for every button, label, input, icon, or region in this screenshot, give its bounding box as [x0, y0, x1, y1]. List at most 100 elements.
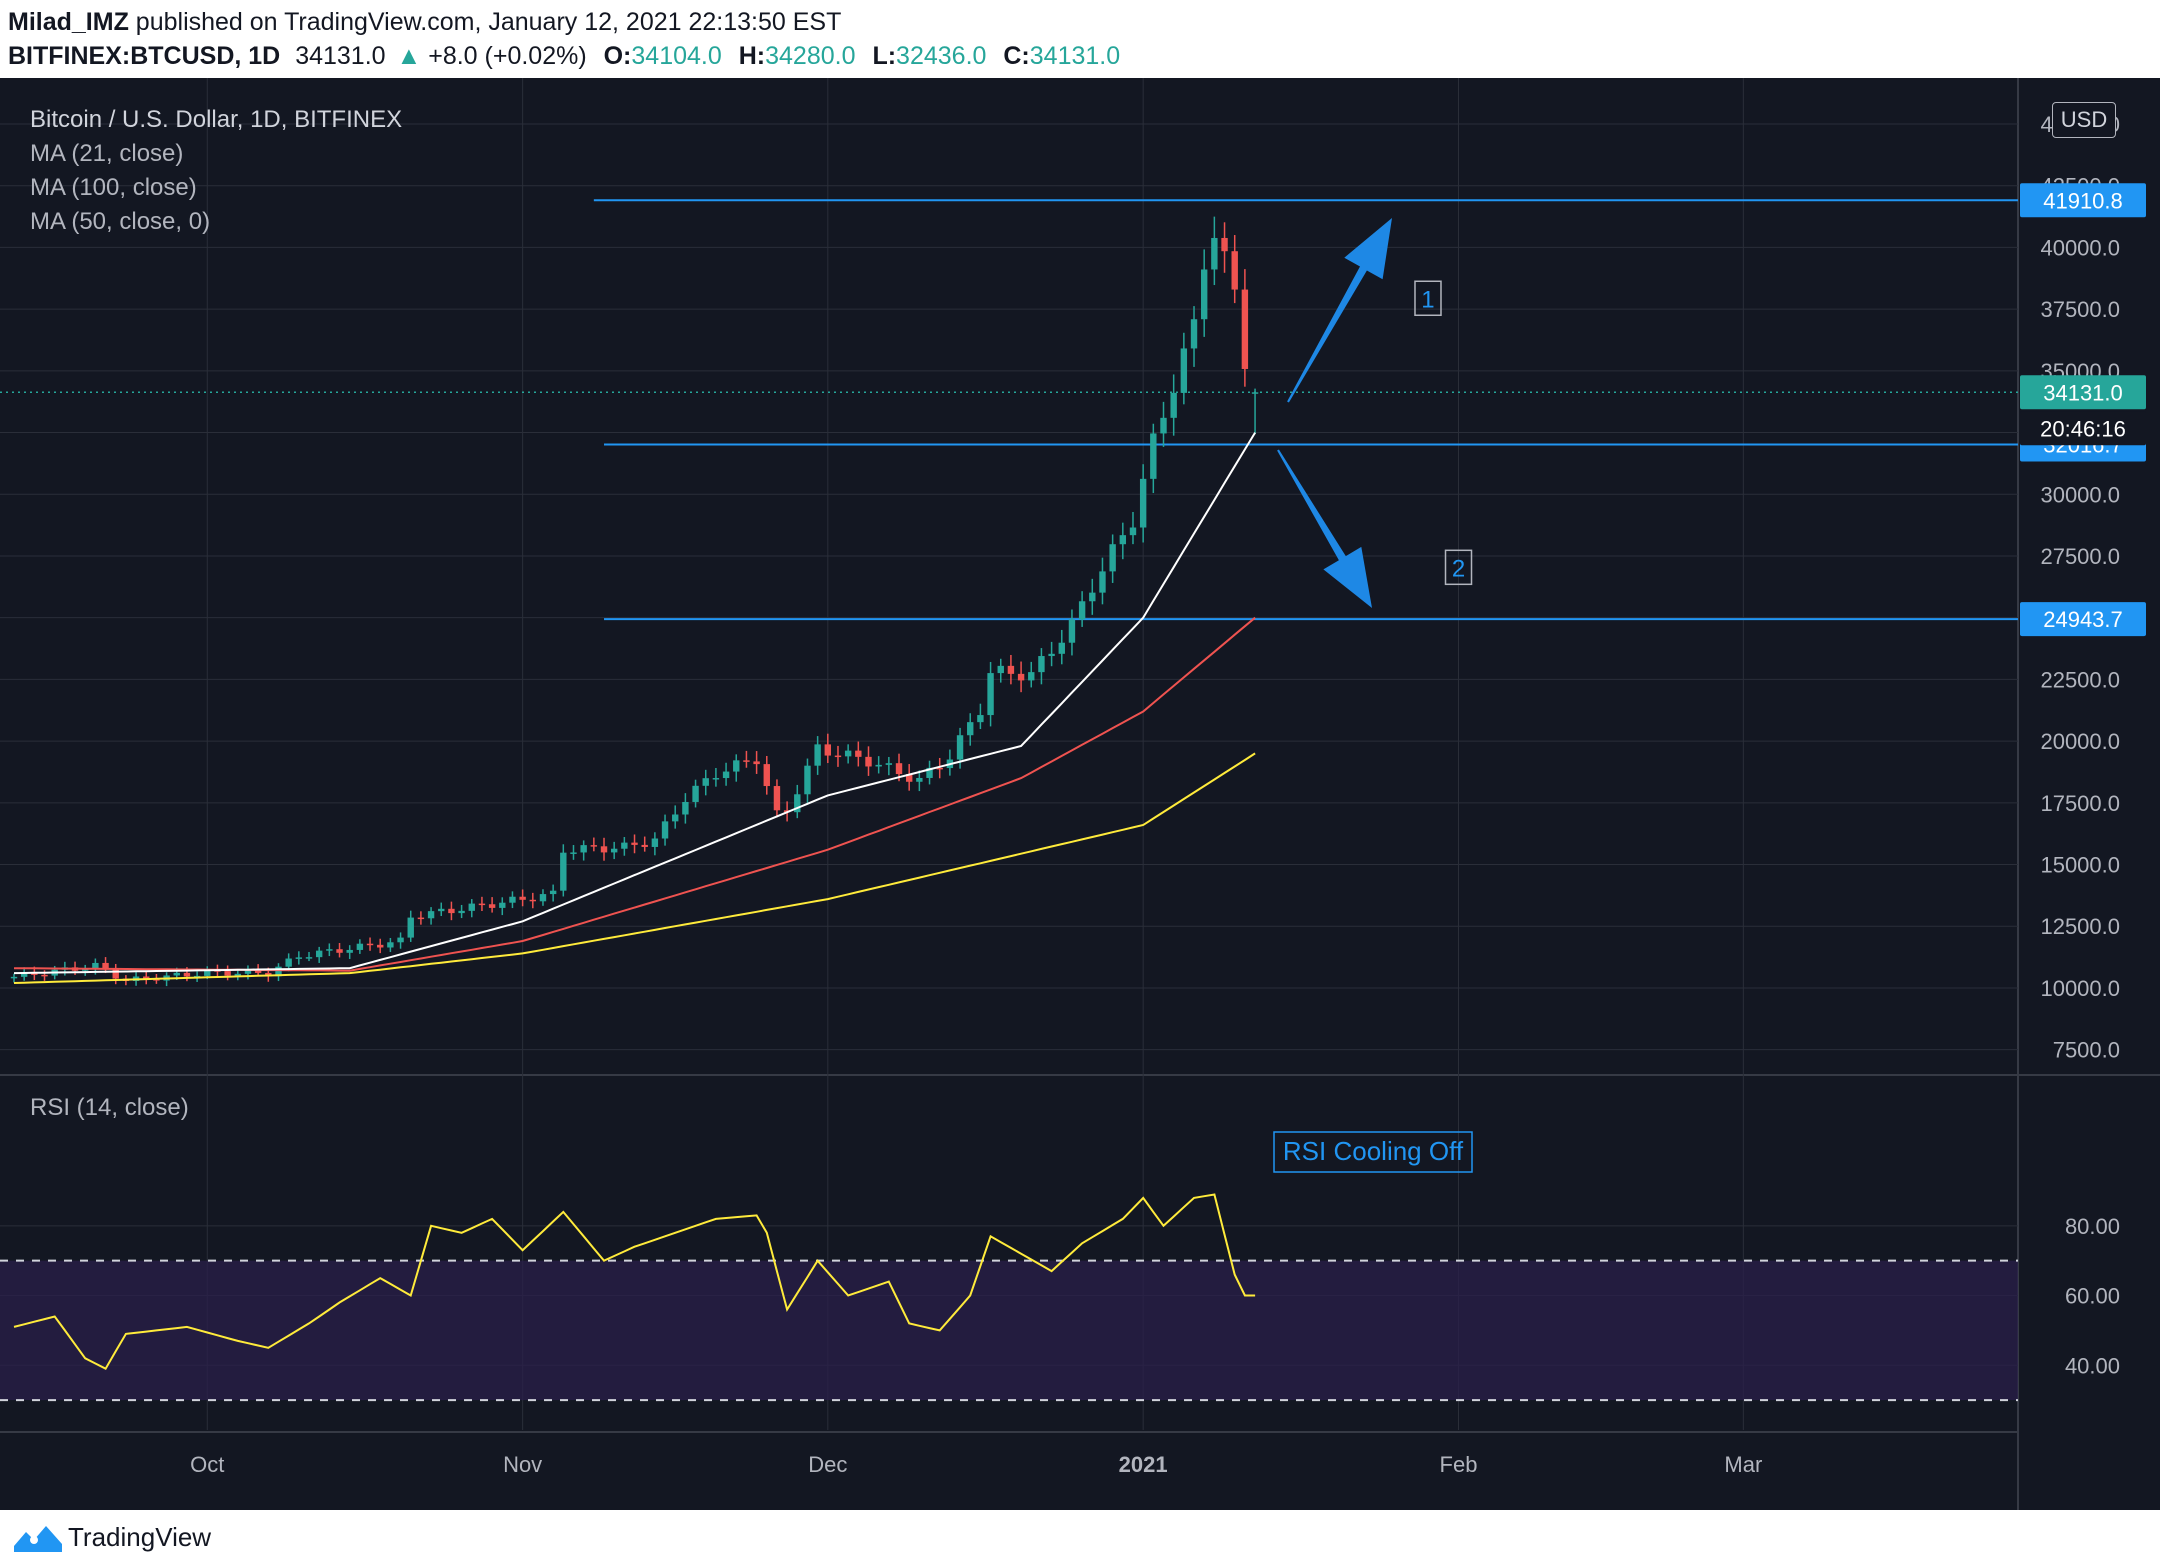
open-value: 34104.0 [631, 42, 722, 70]
candle-body [702, 778, 709, 786]
level-price-tag-text: 41910.8 [2043, 188, 2123, 213]
candle-body [1058, 642, 1065, 654]
candle-body [254, 969, 262, 973]
chart-panel[interactable]: Oct Nov Dec 2021 Feb Mar 7500.0 10000.0 12500.0 1… [0, 78, 2160, 1510]
x-tick-label: Mar [1724, 1452, 1762, 1477]
legend-ma100[interactable]: MA (100, close) [30, 174, 197, 201]
rsi-tick-label: 80.00 [2065, 1214, 2120, 1239]
y-tick-label: 37500.0 [2040, 297, 2120, 322]
candles-group [10, 216, 1259, 987]
symbol-line: BITFINEX:BTCUSD, 1D 34131.0 ▲ +8.0 (+0.0… [8, 42, 1120, 71]
chart-svg[interactable]: Oct Nov Dec 2021 Feb Mar 7500.0 10000.0 12500.0 1… [0, 78, 2160, 1510]
candle-body [438, 908, 445, 912]
candle-body [773, 786, 781, 811]
last-price-tag-bg [2020, 375, 2146, 410]
candle-body [82, 969, 89, 971]
candle-body [539, 894, 547, 902]
x-tick-label: Dec [808, 1452, 847, 1477]
candle-body [631, 842, 638, 845]
candle-body [1078, 601, 1086, 620]
y-tick-label: 17500.0 [2040, 791, 2120, 816]
up-arrow-icon: ▲ [396, 42, 422, 70]
candle-body [844, 750, 852, 757]
candle-body [1160, 417, 1167, 434]
candle-body [1211, 237, 1218, 270]
candle-body [865, 756, 872, 767]
candle-body [407, 917, 414, 938]
candle-body [519, 896, 526, 900]
rsi-tick-label: 40.00 [2065, 1353, 2120, 1378]
close-value: 34131.0 [1029, 42, 1121, 70]
candle-body [753, 761, 760, 765]
candle-body [733, 760, 740, 772]
open-label: O: [603, 42, 632, 70]
tradingview-logo-icon[interactable] [12, 1520, 64, 1554]
legend-rsi[interactable]: RSI (14, close) [30, 1094, 189, 1121]
candle-body [92, 962, 99, 970]
candle-body [661, 821, 669, 839]
candle-body [855, 750, 862, 757]
candle-body [20, 972, 28, 977]
candle-body [102, 962, 109, 970]
candle-body [987, 673, 994, 716]
candle-body [326, 949, 333, 951]
y-tick-label: 40000.0 [2040, 235, 2120, 260]
candle-body [977, 715, 984, 723]
candle-body [885, 763, 893, 765]
candle-body [875, 764, 882, 767]
candle-body [1180, 348, 1188, 393]
legend-ma50[interactable]: MA (50, close, 0) [30, 208, 211, 235]
level-price-tag-bg [2020, 183, 2146, 218]
candle-body [895, 763, 903, 775]
x-tick-label: Oct [190, 1452, 224, 1477]
x-tick-label: Nov [503, 1452, 542, 1477]
candle-body [549, 890, 557, 895]
annotation-label: 2 [1452, 555, 1465, 582]
legend-ma21[interactable]: MA (21, close) [30, 140, 184, 167]
last-price: 34131.0 [295, 42, 386, 70]
candle-body [315, 950, 323, 958]
currency-selector[interactable]: USD [2052, 102, 2116, 138]
candle-body [417, 917, 425, 920]
level-price-tag: 24943.7 [2020, 602, 2146, 637]
candle-body [244, 969, 252, 974]
low-label: L: [872, 42, 897, 70]
y-tick-label: 22500.0 [2040, 667, 2120, 692]
footer-brand[interactable]: TradingView [68, 1522, 212, 1552]
candle-body [905, 774, 913, 782]
legend-title[interactable]: Bitcoin / U.S. Dollar, 1D, BITFINEX [30, 106, 403, 133]
y-tick-label: 7500.0 [2053, 1038, 2120, 1063]
last-price-tag-text: 34131.0 [2043, 380, 2123, 405]
candle-body [10, 976, 18, 979]
candle-body [1119, 535, 1127, 545]
arrow-up-shape [1287, 218, 1392, 403]
candle-body [377, 944, 384, 948]
candle-body [478, 903, 486, 906]
candle-body [112, 969, 119, 979]
arrow-down-shape [1277, 449, 1372, 608]
annotation-2: 2 [1444, 549, 1473, 586]
candle-body [346, 949, 353, 953]
candle-body [427, 911, 435, 919]
annotation-1: 1 [1414, 280, 1442, 317]
candle-body [234, 973, 241, 976]
y-tick-label: 15000.0 [2040, 853, 2120, 878]
rsi-tick-label: 60.00 [2065, 1284, 2120, 1309]
ma21-line [13, 432, 1256, 975]
candle-body [651, 838, 659, 847]
author-name[interactable]: Milad_IMZ [8, 8, 129, 36]
candle-body [824, 744, 832, 756]
candle-body [1089, 592, 1096, 602]
rsi-annotation-text: RSI Cooling Off [1283, 1136, 1464, 1166]
candle-body [356, 943, 364, 950]
rsi-line [13, 1193, 1256, 1371]
candle-body [580, 845, 587, 853]
candle-body [1068, 619, 1076, 643]
candle-body [295, 957, 303, 959]
candle-body [1150, 433, 1157, 479]
candle-body [1017, 673, 1025, 681]
arrow-down [1277, 449, 1372, 608]
low-value: 32436.0 [896, 42, 987, 70]
annotation-label: 1 [1421, 286, 1434, 313]
candle-body [458, 910, 465, 914]
